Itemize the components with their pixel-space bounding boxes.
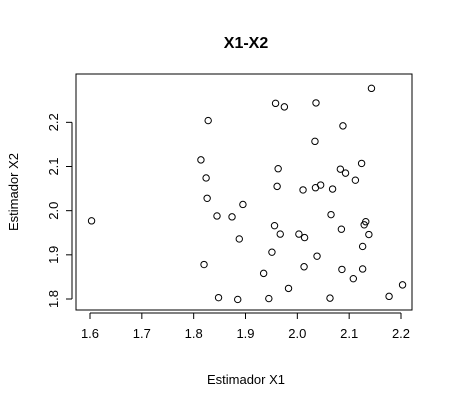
x-axis: 1.6 1.7 1.8 1.9 2.0 2.1 2.2 (81, 312, 410, 341)
data-point (271, 99, 280, 108)
data-point (357, 159, 366, 168)
x-tick-label: 2.0 (288, 326, 306, 341)
data-point (214, 293, 223, 302)
data-point (295, 230, 303, 238)
data-point (202, 174, 210, 182)
data-point (358, 265, 367, 273)
data-point (259, 269, 268, 278)
x-tick-label: 1.7 (133, 326, 151, 341)
data-point (338, 265, 346, 274)
y-tick-label: 1.8 (46, 290, 61, 308)
data-point (313, 252, 321, 260)
x-axis-label: Estimador X1 (207, 372, 285, 387)
data-point (351, 176, 360, 184)
x-tick-label: 2.1 (340, 326, 358, 341)
data-point (280, 103, 289, 111)
data-point (336, 165, 345, 173)
data-point (300, 263, 308, 271)
x-tick-label: 1.9 (236, 326, 254, 341)
y-tick-label: 2.1 (46, 157, 61, 175)
data-point (398, 281, 407, 289)
y-tick-label: 2.2 (46, 113, 61, 131)
data-point (213, 212, 221, 220)
data-point (200, 260, 208, 269)
data-point (349, 274, 358, 283)
data-point (270, 221, 279, 230)
x-tick-label: 1.6 (81, 326, 99, 341)
data-point (300, 233, 309, 242)
data-point (284, 284, 293, 293)
data-point (197, 156, 205, 164)
data-point (326, 294, 334, 302)
data-point (87, 217, 96, 225)
x-tick-label: 1.8 (185, 326, 203, 341)
x-tick-label: 2.2 (392, 326, 410, 341)
data-point (339, 122, 347, 130)
data-point (316, 181, 325, 189)
data-point (367, 84, 376, 93)
y-axis: 1.8 1.9 2.0 2.1 2.2 (46, 113, 73, 308)
data-point (365, 230, 373, 239)
y-tick-label: 1.9 (46, 246, 61, 264)
data-point (273, 182, 281, 191)
y-tick-label: 2.0 (46, 202, 61, 220)
data-point (385, 292, 393, 301)
data-point (265, 294, 273, 303)
data-point (299, 186, 307, 194)
data-point (268, 248, 276, 256)
data-point (327, 210, 335, 219)
data-point (274, 165, 282, 173)
data-point (235, 235, 243, 243)
data-point (203, 194, 211, 203)
data-point (358, 242, 367, 251)
data-point (341, 169, 350, 177)
data-point (234, 295, 242, 304)
y-axis-label: Estimador X2 (6, 153, 21, 231)
data-points (87, 84, 407, 304)
data-point (362, 218, 370, 226)
chart-title: X1-X2 (224, 35, 269, 52)
data-point (239, 200, 247, 209)
data-point (328, 185, 337, 193)
data-point (228, 213, 236, 221)
data-point (204, 116, 212, 125)
data-point (311, 137, 319, 146)
data-point (312, 99, 320, 107)
plot-frame (75, 73, 413, 311)
data-point (337, 225, 346, 233)
data-point (276, 230, 284, 238)
